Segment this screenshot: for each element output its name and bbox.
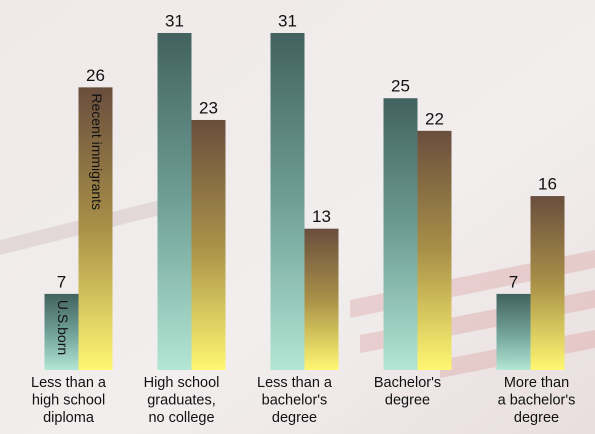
category-label: bachelor's	[262, 392, 328, 408]
bar	[78, 87, 113, 371]
value-label: 26	[86, 66, 105, 85]
category-label: degree	[514, 410, 559, 426]
category-label: graduates,	[147, 392, 216, 408]
bar	[270, 33, 305, 370]
category-label: Less than a	[31, 375, 107, 391]
category-label: degree	[385, 392, 430, 408]
value-label: 31	[165, 11, 184, 30]
value-label: 22	[425, 109, 444, 128]
bar	[530, 196, 565, 370]
bar	[417, 130, 452, 370]
category-label: More than	[504, 375, 569, 391]
category-label: High school	[144, 375, 220, 391]
bar	[191, 119, 226, 370]
series-label: Recent immigrants	[89, 93, 105, 210]
value-label: 23	[199, 98, 218, 117]
category-label: Bachelor's	[374, 375, 441, 391]
category-label: degree	[272, 410, 317, 426]
category-label: no college	[148, 410, 214, 426]
series-label: U.S.born	[55, 300, 71, 355]
value-label: 7	[509, 272, 518, 291]
category-label: a bachelor's	[498, 392, 576, 408]
bar	[44, 293, 79, 370]
value-label: 31	[278, 11, 297, 30]
category-label: diploma	[43, 410, 95, 426]
bar	[304, 228, 339, 370]
bar	[496, 293, 531, 370]
value-label: 25	[391, 77, 410, 96]
bar	[383, 98, 418, 371]
category-label: Less than a	[257, 375, 333, 391]
value-label: 7	[57, 272, 66, 291]
value-label: 16	[538, 175, 557, 194]
bar	[157, 33, 192, 370]
category-label: high school	[32, 392, 105, 408]
value-label: 13	[312, 207, 331, 226]
